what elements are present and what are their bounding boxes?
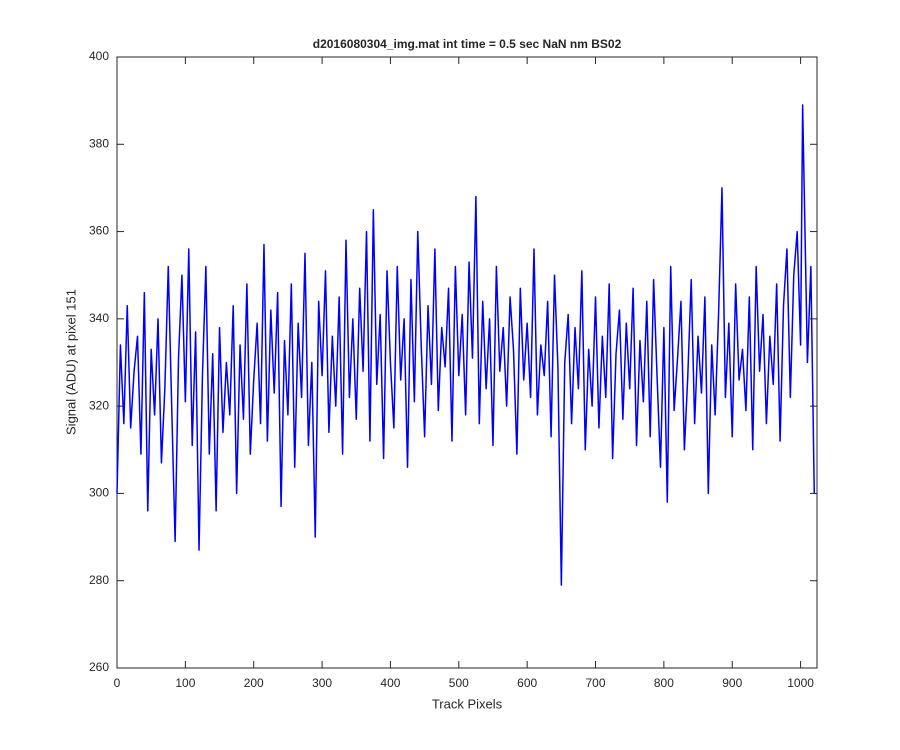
x-tick-label: 100 bbox=[175, 676, 195, 690]
x-tick-label: 0 bbox=[114, 676, 121, 690]
x-axis-label: Track Pixels bbox=[432, 696, 503, 711]
y-tick-label: 300 bbox=[89, 486, 109, 500]
y-axis-label: Signal (ADU) at pixel 151 bbox=[63, 289, 78, 435]
x-tick-label: 600 bbox=[517, 676, 537, 690]
x-tick-label: 400 bbox=[380, 676, 400, 690]
chart-title: d2016080304_img.mat int time = 0.5 sec N… bbox=[313, 37, 622, 51]
x-tick-label: 200 bbox=[244, 676, 264, 690]
y-tick-label: 360 bbox=[89, 224, 109, 238]
y-tick-label: 280 bbox=[89, 573, 109, 587]
y-tick-label: 400 bbox=[89, 49, 109, 63]
y-tick-label: 260 bbox=[89, 660, 109, 674]
y-tick-label: 380 bbox=[89, 136, 109, 150]
x-tick-label: 300 bbox=[312, 676, 332, 690]
data-line bbox=[116, 104, 816, 586]
x-tick-label: 900 bbox=[722, 676, 742, 690]
y-tick-label: 320 bbox=[89, 398, 109, 412]
y-tick-label: 340 bbox=[89, 311, 109, 325]
x-tick-label: 500 bbox=[449, 676, 469, 690]
x-tick-label: 800 bbox=[654, 676, 674, 690]
x-tick-label: 1000 bbox=[787, 676, 814, 690]
x-tick-label: 700 bbox=[586, 676, 606, 690]
